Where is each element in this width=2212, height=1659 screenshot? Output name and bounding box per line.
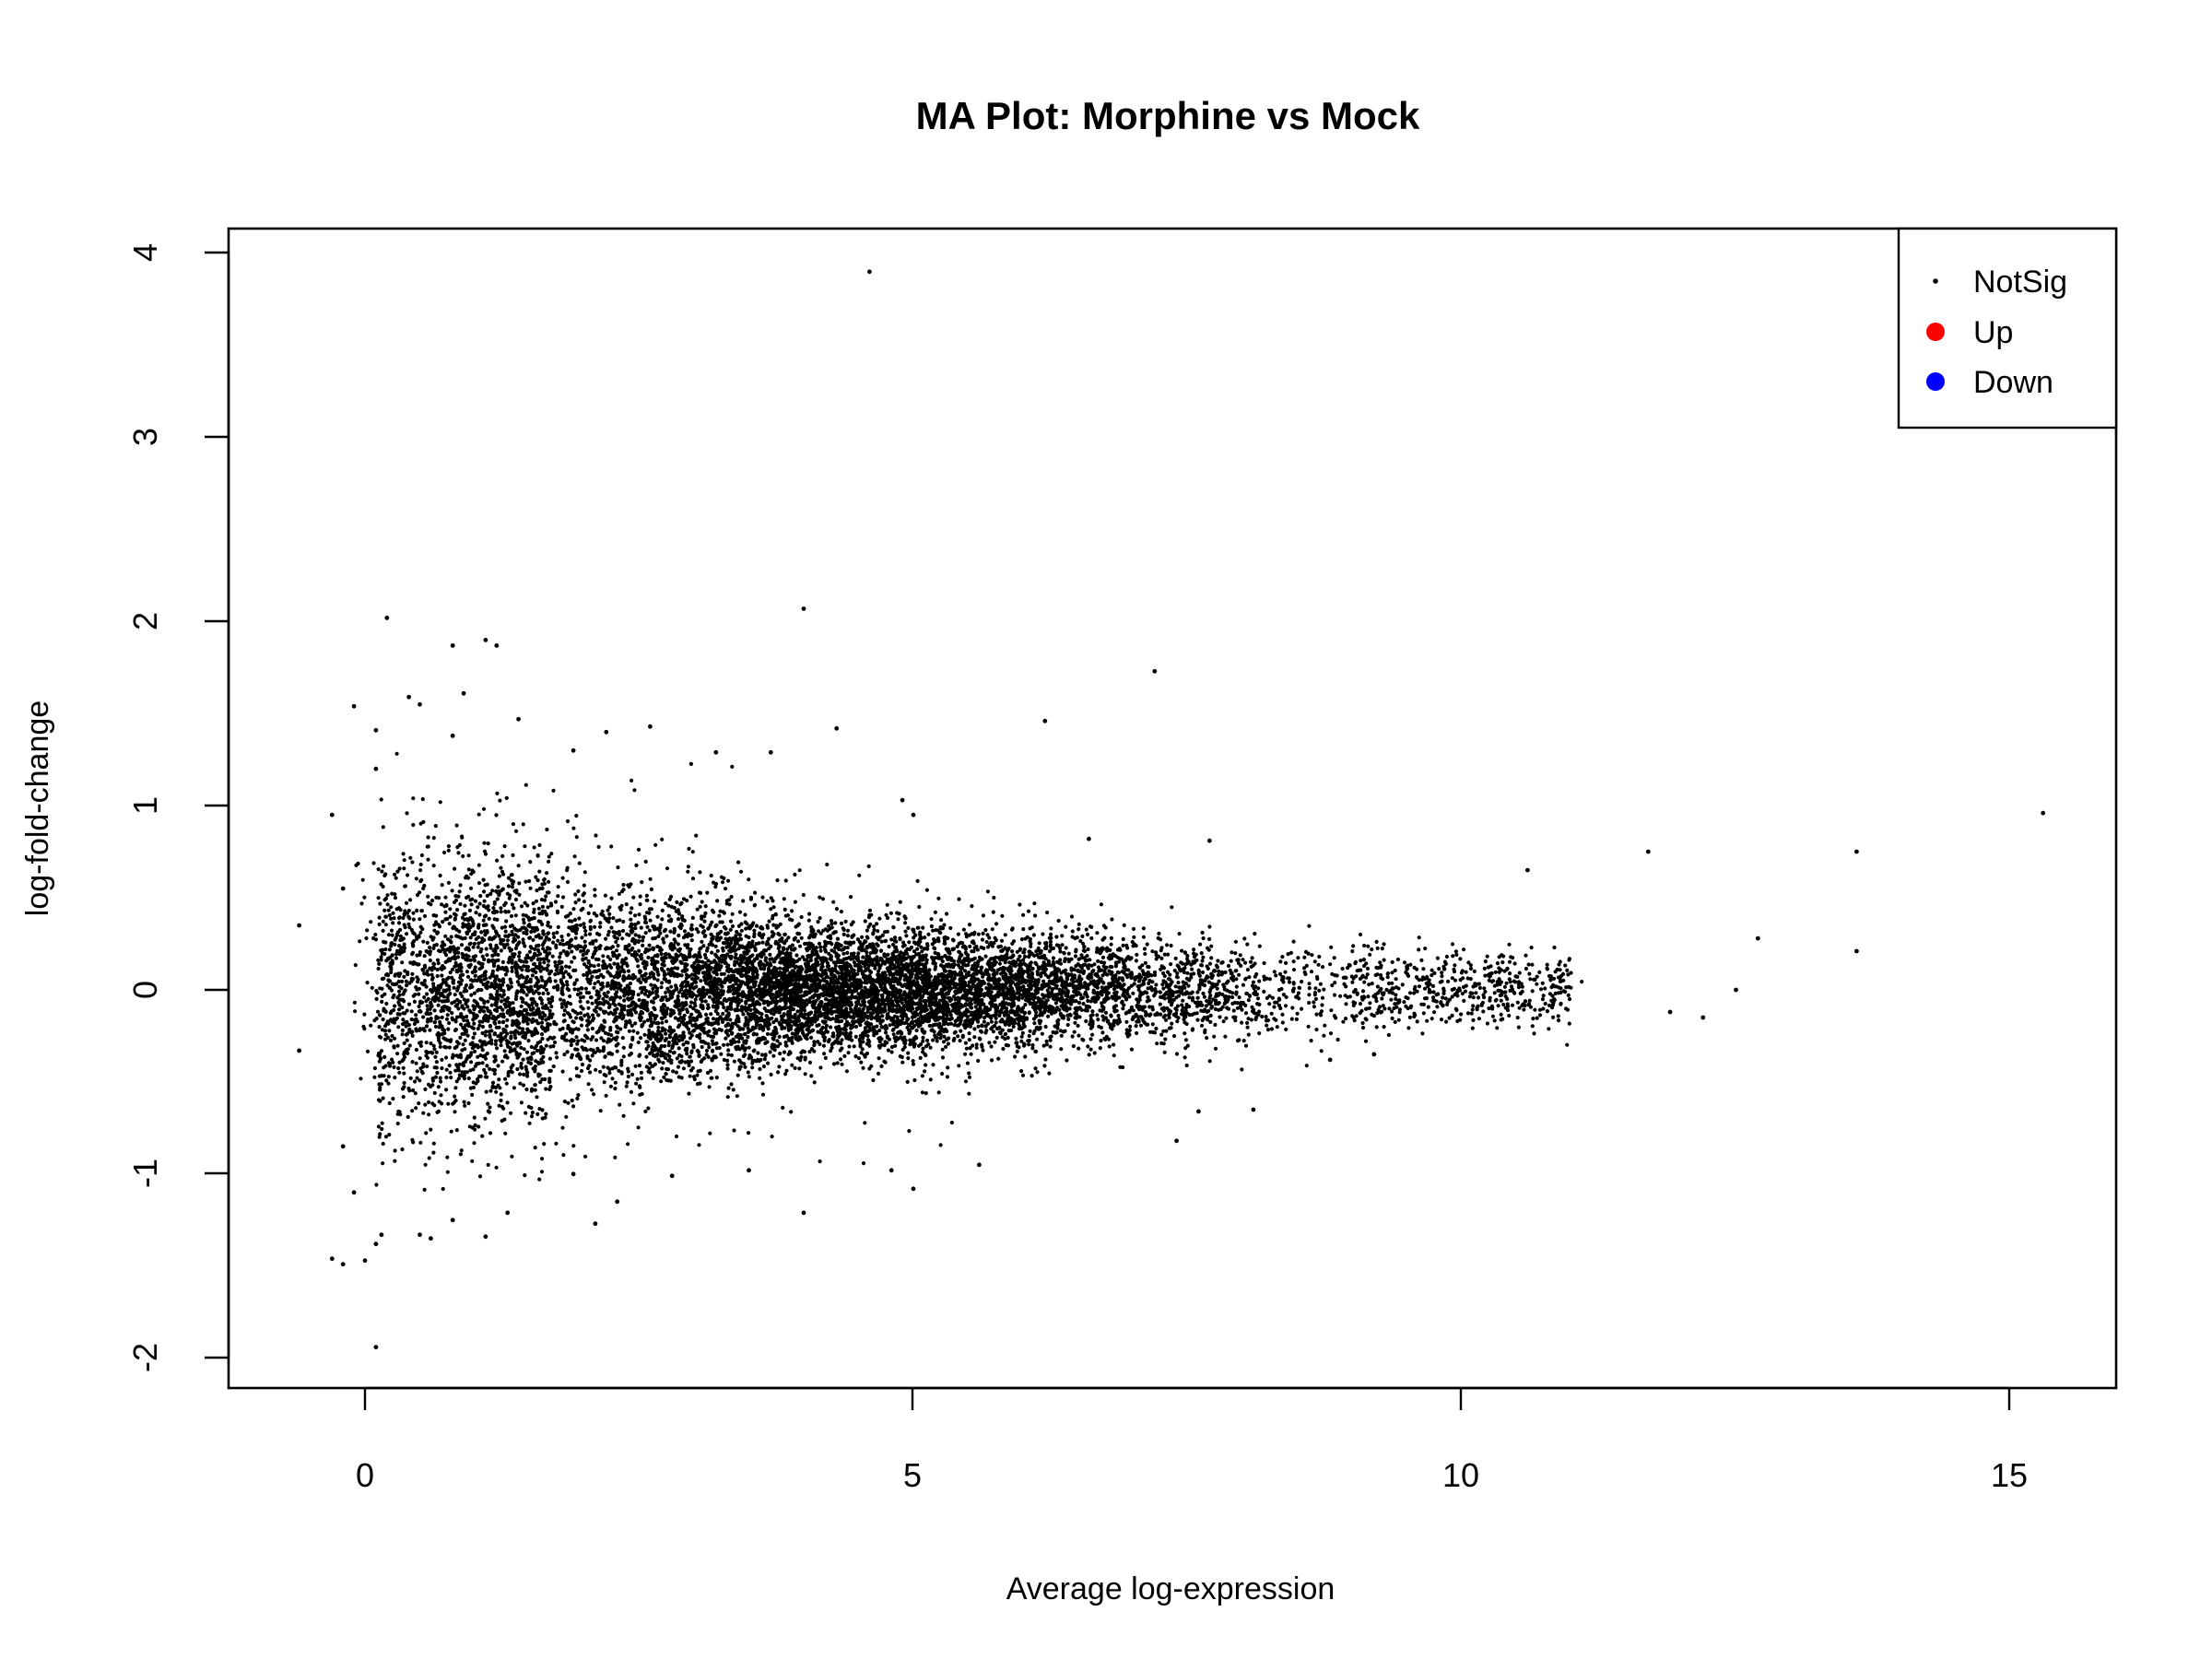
data-point — [516, 716, 521, 722]
data-point — [1206, 838, 1212, 843]
legend-marker-down — [1926, 372, 1945, 391]
data-point — [1042, 718, 1048, 724]
data-point — [1700, 1015, 1706, 1020]
data-point — [615, 1199, 620, 1205]
data-point — [384, 616, 390, 620]
data-point — [747, 1168, 751, 1173]
data-point — [351, 703, 357, 709]
data-point — [1087, 836, 1091, 841]
y-tick-label-3: 3 — [126, 428, 164, 446]
data-point — [669, 1173, 675, 1179]
data-point — [450, 643, 455, 648]
data-point — [648, 724, 653, 729]
legend: NotSig Up Down — [1897, 227, 2118, 429]
data-point — [450, 1218, 455, 1223]
data-point — [1371, 1052, 1377, 1057]
data-point — [1251, 1107, 1256, 1112]
data-point — [329, 1256, 335, 1262]
data-point — [900, 797, 905, 803]
y-tick-label--1: -1 — [126, 1159, 164, 1188]
outlier-points — [297, 269, 2046, 1349]
x-axis-label: Average log-expression — [1006, 1571, 1335, 1606]
data-point — [571, 747, 576, 753]
x-tick-label-0: 0 — [356, 1456, 374, 1494]
legend-label-down: Down — [1973, 365, 2053, 400]
data-point — [373, 727, 379, 733]
point-cloud — [352, 751, 1584, 1192]
data-point — [418, 1232, 422, 1238]
legend-marker-notsig — [1933, 278, 1938, 284]
data-point — [450, 733, 455, 738]
y-tick-label-1: 1 — [126, 796, 164, 815]
data-point — [505, 1210, 511, 1216]
y-tick-label-0: 0 — [126, 981, 164, 999]
y-tick-label-2: 2 — [126, 612, 164, 630]
data-point — [713, 749, 719, 755]
data-point — [340, 886, 346, 891]
data-point — [571, 1171, 576, 1177]
data-point — [1196, 1109, 1201, 1114]
data-point — [1734, 987, 1738, 993]
data-point — [1645, 849, 1651, 854]
x-axis: 0 5 10 15 Average log-expression — [356, 1386, 2028, 1606]
y-axis: -2 -1 0 1 2 3 4 log-fold-change — [20, 243, 230, 1372]
data-point — [461, 690, 466, 696]
data-point — [911, 812, 916, 818]
y-tick-label-4: 4 — [126, 243, 164, 262]
data-point — [593, 1221, 598, 1227]
data-point — [429, 1236, 433, 1241]
data-point — [888, 1168, 894, 1173]
data-point — [867, 269, 872, 275]
plot-frame — [227, 227, 2118, 1390]
data-point — [1854, 849, 1859, 854]
data-point — [1667, 1009, 1673, 1015]
data-point — [406, 694, 411, 700]
data-point — [362, 1258, 368, 1264]
data-point — [1327, 1057, 1333, 1063]
x-tick-label-5: 5 — [903, 1456, 922, 1494]
data-point — [977, 1162, 982, 1168]
data-point — [329, 812, 335, 818]
data-point — [911, 1186, 916, 1192]
data-point — [2041, 810, 2046, 816]
legend-marker-up — [1926, 323, 1945, 341]
data-point — [351, 1190, 357, 1195]
data-point — [768, 749, 773, 755]
data-point — [340, 1144, 346, 1149]
data-point — [494, 643, 500, 648]
y-axis-label: log-fold-change — [20, 700, 55, 916]
x-tick-label-10: 10 — [1442, 1456, 1479, 1494]
x-tick-label-15: 15 — [1991, 1456, 2028, 1494]
data-point — [1174, 1138, 1179, 1144]
legend-label-up: Up — [1973, 315, 2013, 350]
data-point — [1755, 935, 1760, 941]
data-point — [379, 1232, 384, 1238]
data-point — [297, 1048, 301, 1053]
chart-title: MA Plot: Morphine vs Mock — [916, 94, 1420, 137]
data-point — [418, 701, 422, 707]
data-point — [1854, 948, 1859, 954]
data-point — [834, 725, 840, 731]
data-point — [801, 606, 806, 611]
legend-label-notsig: NotSig — [1973, 265, 2067, 300]
data-point — [801, 1210, 806, 1216]
y-tick-label--2: -2 — [126, 1343, 164, 1372]
notsig-cloud — [352, 751, 1584, 1192]
data-point — [373, 1241, 379, 1247]
data-point — [373, 766, 379, 771]
data-point — [604, 729, 609, 735]
data-point — [373, 1345, 379, 1349]
data-point — [1152, 668, 1158, 674]
data-point — [340, 1262, 346, 1267]
data-point — [483, 1234, 488, 1240]
data-point — [297, 923, 301, 928]
data-point — [483, 638, 488, 642]
data-point — [1525, 867, 1530, 873]
